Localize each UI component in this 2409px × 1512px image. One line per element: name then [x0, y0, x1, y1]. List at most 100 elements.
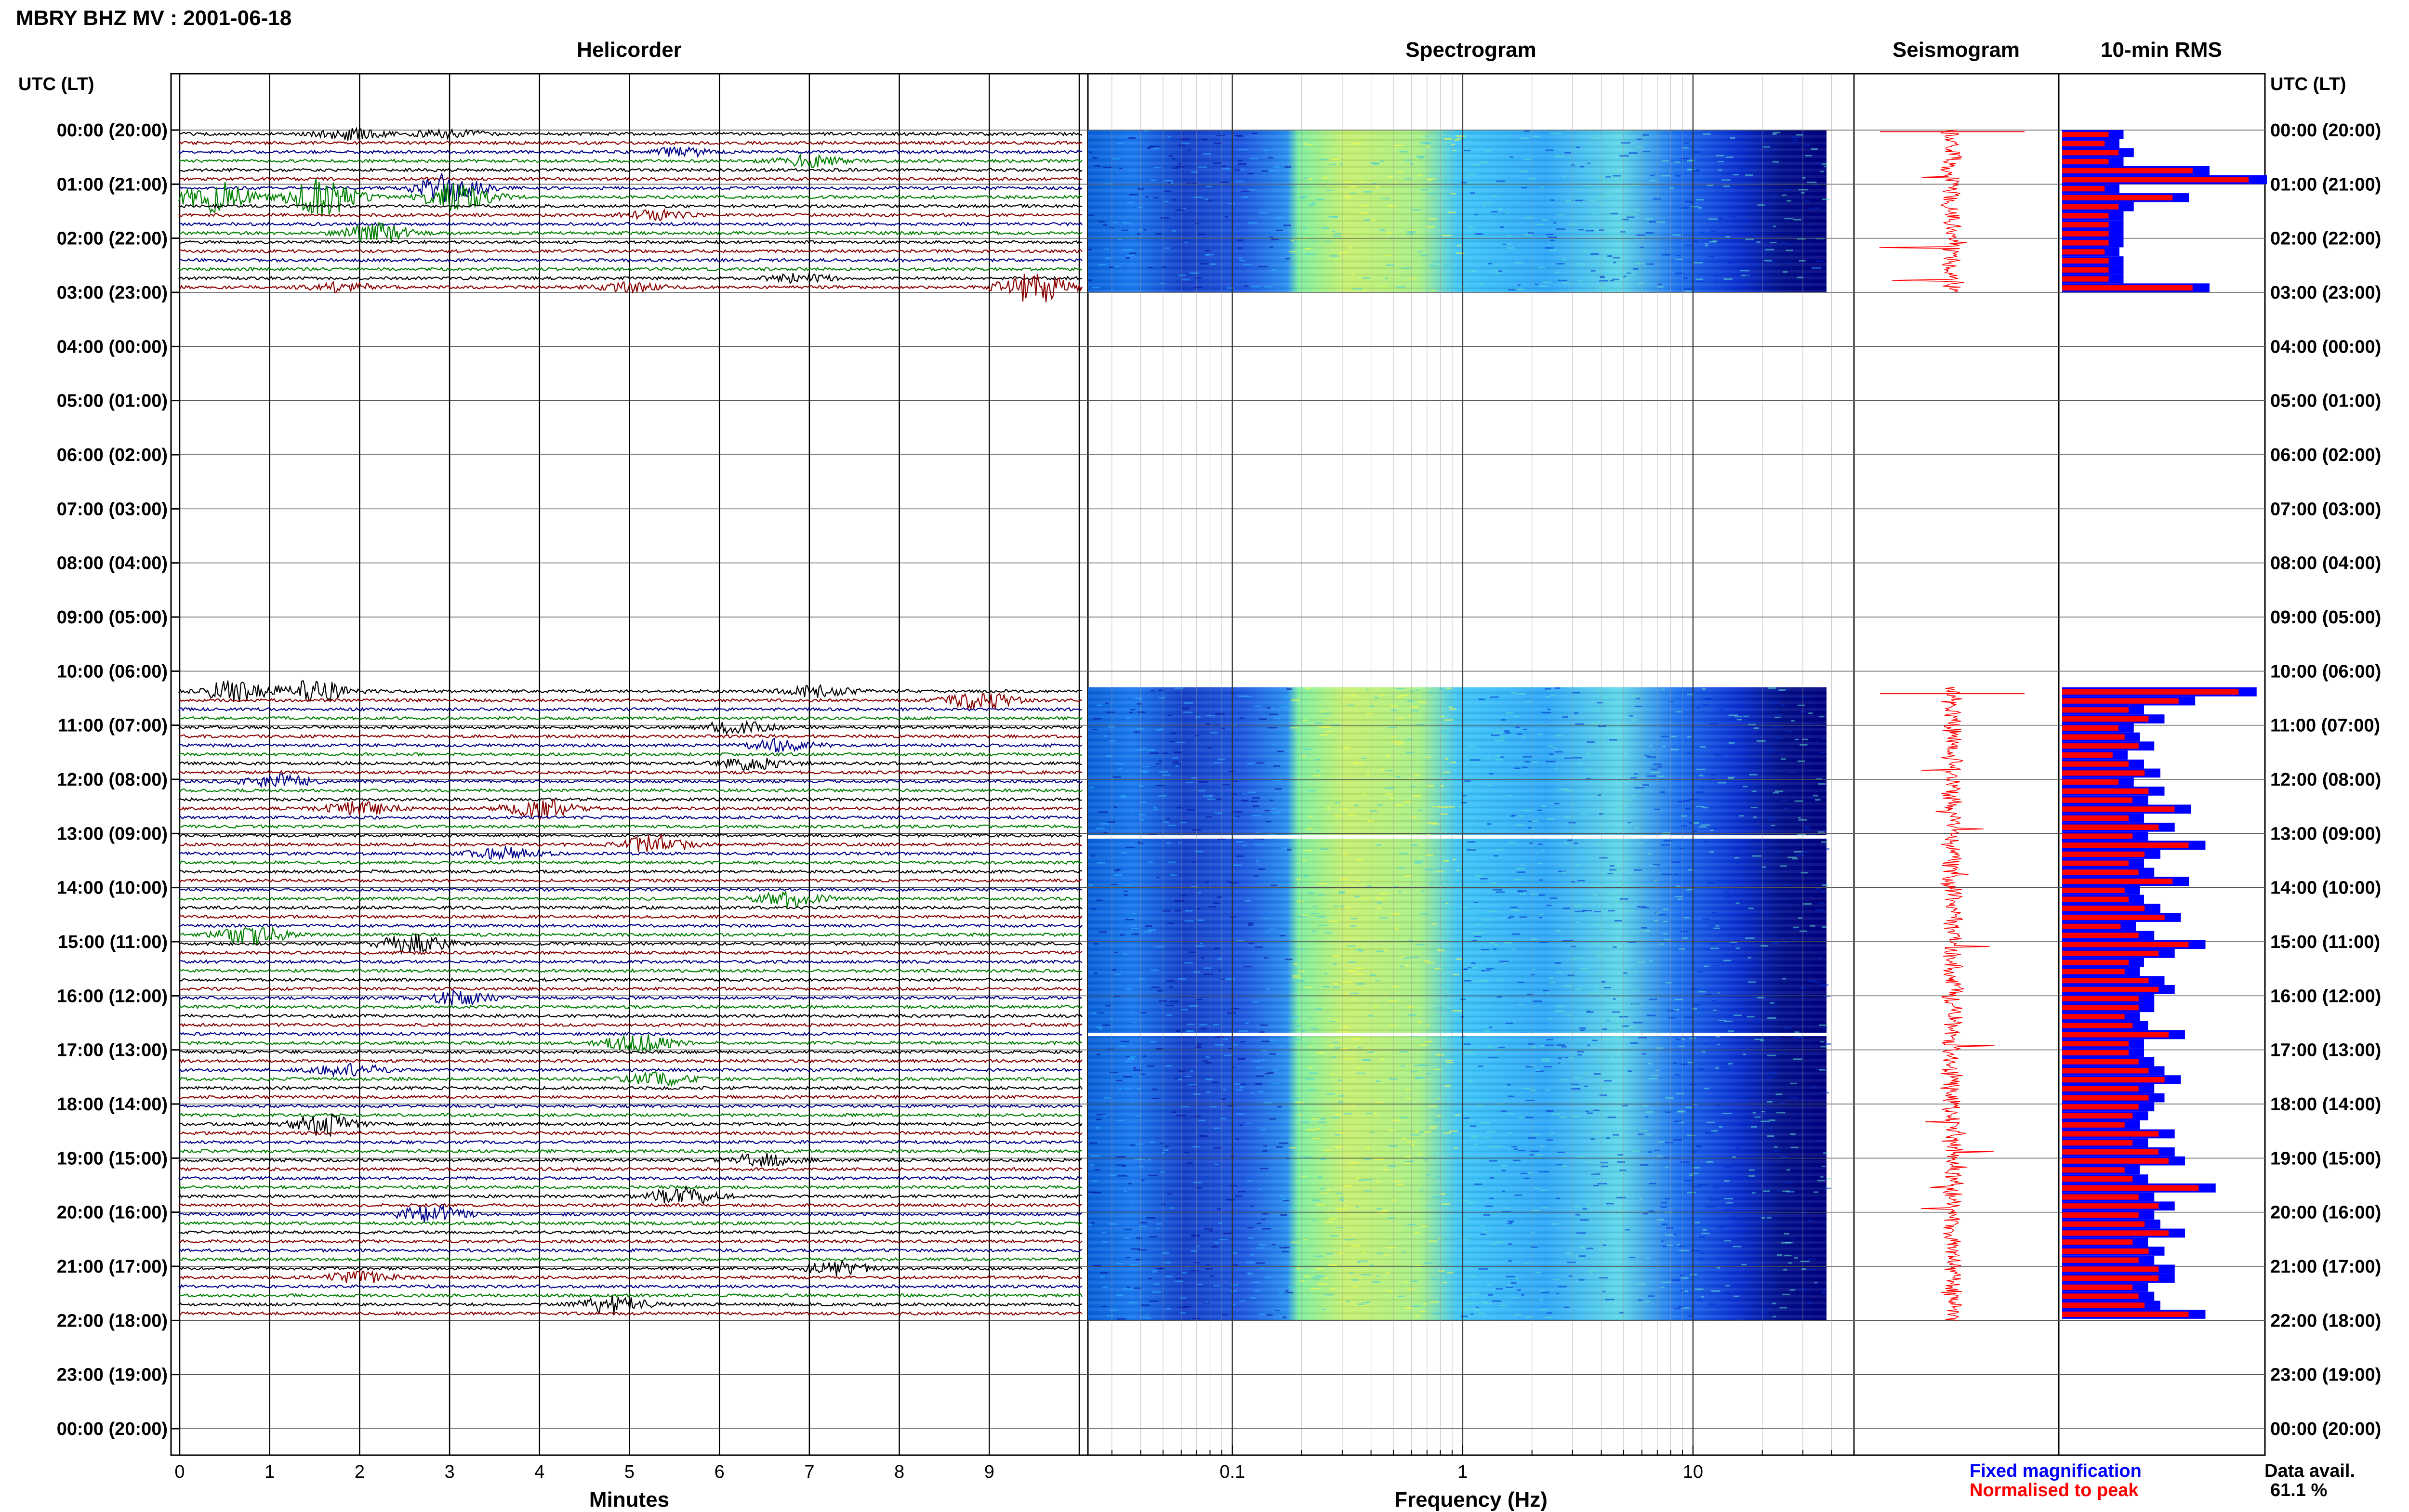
spectrogram-speckle	[1149, 1236, 1157, 1238]
spectrogram-speckle	[1215, 1036, 1224, 1038]
spectrogram-speckle	[1404, 875, 1413, 877]
spectrogram-speckle	[1446, 1062, 1454, 1064]
spectrogram-speckle	[1613, 262, 1616, 263]
spectrogram-speckle	[1667, 1010, 1676, 1012]
spectrogram-speckle	[1237, 135, 1244, 137]
spectrogram-speckle	[1625, 858, 1633, 860]
spectrogram-speckle	[1125, 846, 1135, 848]
spectrogram-speckle	[1342, 698, 1346, 700]
spectrogram-speckle	[1416, 1021, 1422, 1023]
spectrogram-speckle	[1665, 1142, 1673, 1144]
spectrogram-speckle	[1610, 1017, 1615, 1019]
spectrogram-speckle	[1572, 1116, 1580, 1118]
spectrogram-speckle	[1600, 276, 1605, 278]
spectrogram-speckle	[1564, 1057, 1568, 1059]
spectrogram-speckle	[1706, 1121, 1715, 1123]
spectrogram-speckle	[1609, 869, 1616, 871]
spectrogram-speckle	[1493, 948, 1497, 950]
spectrogram-speckle	[1120, 934, 1125, 936]
spectrogram-speckle	[1429, 218, 1437, 220]
spectrogram-speckle	[1347, 945, 1356, 947]
spectrogram-speckle	[1774, 1146, 1778, 1148]
spectrogram-speckle	[1097, 1012, 1104, 1014]
spectrogram-speckle	[1387, 232, 1392, 234]
spectrogram-speckle	[1795, 738, 1799, 740]
spectrogram-speckle	[1511, 1145, 1517, 1147]
spectrogram-speckle	[1138, 814, 1147, 815]
spectrogram-speckle	[1357, 1261, 1361, 1263]
spectrogram-speckle	[1127, 1058, 1135, 1060]
spectrogram-speckle	[1145, 1317, 1152, 1319]
spectrogram-speckle	[1622, 1025, 1629, 1027]
rms-bar-normalised	[2062, 1041, 2129, 1047]
spectrogram-speckle	[1241, 190, 1250, 192]
spectrogram-speckle	[1677, 1244, 1680, 1246]
spectrogram-speckle	[1468, 226, 1474, 228]
spectrogram-speckle	[1751, 965, 1759, 967]
helicorder-tick-label: 0	[174, 1462, 185, 1482]
spectrogram-speckle	[1587, 1010, 1590, 1012]
spectrogram-speckle	[1450, 193, 1456, 195]
spectrogram-speckle	[1640, 1130, 1648, 1132]
spectrogram-speckle	[1293, 963, 1298, 965]
spectrogram-speckle	[1630, 695, 1640, 697]
spectrogram-speckle	[1161, 266, 1166, 268]
spectrogram-speckle	[1592, 723, 1599, 725]
helicorder-trace	[178, 140, 1083, 145]
spectrogram-speckle	[1754, 1116, 1761, 1118]
spectrogram-speckle	[1469, 1125, 1477, 1127]
spectrogram-speckle	[1599, 203, 1606, 205]
spectrogram-speckle	[1091, 1180, 1098, 1182]
spectrogram-speckle	[1458, 1132, 1462, 1134]
spectrogram-speckle	[1354, 804, 1359, 806]
spectrogram-speckle	[1819, 1069, 1826, 1071]
spectrogram-speckle	[1496, 1145, 1502, 1147]
spectrogram-speckle	[1492, 889, 1502, 891]
spectrogram-speckle	[1187, 1024, 1195, 1026]
spectrogram-speckle	[1393, 181, 1396, 183]
spectrogram-speckle	[1178, 163, 1182, 165]
spectrogram-speckle	[1426, 135, 1430, 137]
spectrogram-speckle	[1363, 897, 1370, 899]
spectrogram-speckle	[1739, 168, 1748, 170]
spectrogram-speckle	[1766, 1077, 1774, 1078]
spectrogram-speckle	[1633, 268, 1639, 270]
spectrogram-speckle	[1252, 1061, 1260, 1063]
spectrogram-speckle	[1473, 967, 1478, 969]
spectrogram-speckle	[1109, 1309, 1118, 1311]
spectrogram-speckle	[1783, 1269, 1787, 1271]
spectrogram-speckle	[1769, 1281, 1776, 1283]
spectrogram-speckle	[1770, 242, 1777, 244]
spectrogram-speckle	[1824, 166, 1828, 168]
spectrogram-speckle	[1482, 1136, 1491, 1138]
spectrogram-speckle	[1284, 166, 1292, 168]
spectrogram-speckle	[1156, 729, 1161, 731]
spectrogram-speckle	[1766, 1072, 1776, 1074]
spectrogram-speckle	[1158, 795, 1167, 797]
spectrogram-speckle	[1208, 906, 1216, 907]
helicorder-tick-label: 8	[894, 1462, 904, 1482]
spectrogram-speckle	[1741, 275, 1750, 276]
spectrogram-speckle	[1291, 239, 1294, 241]
spectrogram-speckle	[1264, 1102, 1272, 1104]
spectrogram-speckle	[1369, 705, 1375, 707]
spectrogram-speckle	[1653, 198, 1661, 200]
spectrogram-speckle	[1813, 981, 1823, 983]
spectrogram-speckle	[1612, 1011, 1620, 1013]
spectrogram-speckle	[1272, 1310, 1282, 1312]
spectrogram-speckle	[1102, 1024, 1111, 1026]
spectrogram-speckle	[1356, 859, 1363, 861]
spectrogram-speckle	[1636, 234, 1645, 236]
rms-bar-normalised	[2062, 285, 2193, 291]
spectrogram-speckle	[1751, 1192, 1756, 1194]
spectrogram-speckle	[1642, 784, 1649, 786]
spectrogram-speckle	[1278, 1045, 1285, 1047]
spectrogram-speckle	[1107, 1049, 1114, 1051]
spectrogram-speckle	[1634, 902, 1638, 904]
spectrogram-speckle	[1105, 257, 1111, 259]
spectrogram-speckle	[1258, 212, 1268, 214]
spectrogram-speckle	[1743, 1272, 1753, 1274]
spectrogram-speckle	[1311, 1137, 1320, 1139]
spectrogram-speckle	[1753, 816, 1757, 818]
helicorder-trace	[178, 833, 1083, 852]
